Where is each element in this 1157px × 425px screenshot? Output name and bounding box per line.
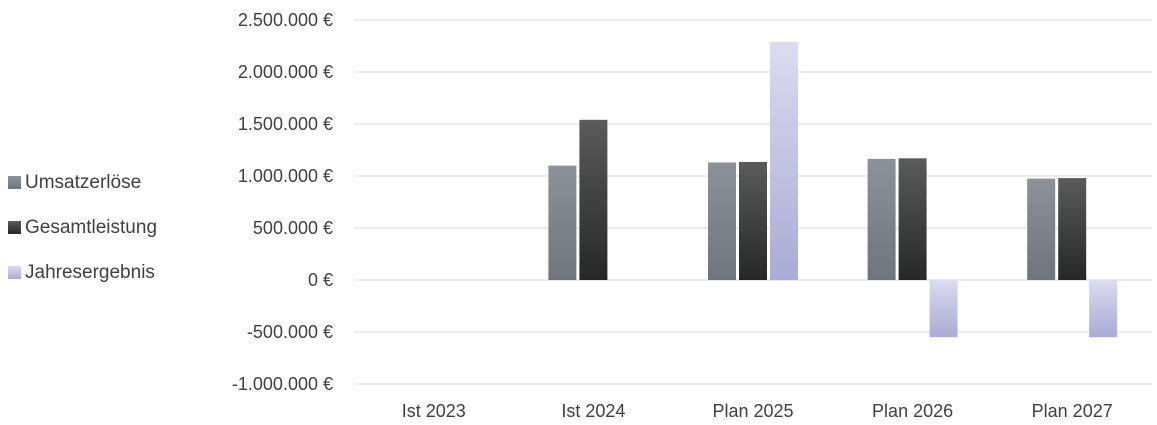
legend-item-gesamtleistung: Gesamtleistung (8, 205, 157, 250)
legend: Umsatzerlöse Gesamtleistung Jahresergebn… (8, 160, 157, 295)
y-tick-label: -1.000.000 € (232, 374, 333, 394)
y-tick-label: 0 € (308, 270, 333, 290)
legend-swatch-gesamtleistung (8, 221, 21, 234)
y-tick-label: 1.000.000 € (238, 166, 333, 186)
bar (898, 158, 927, 280)
y-tick-label: 2.500.000 € (238, 10, 333, 30)
legend-label-gesamtleistung: Gesamtleistung (25, 216, 158, 238)
x-tick-label: Plan 2027 (1032, 401, 1113, 421)
bar (548, 165, 577, 280)
x-tick-label: Plan 2026 (872, 401, 953, 421)
legend-swatch-umsatzerloese (8, 176, 21, 189)
legend-item-jahresergebnis: Jahresergebnis (8, 250, 157, 295)
x-tick-label: Plan 2025 (712, 401, 793, 421)
bar (579, 119, 608, 280)
axis-labels: 2.500.000 € 2.000.000 € 1.500.000 € 1.000.0… (232, 10, 1113, 421)
x-tick-label: Ist 2023 (402, 401, 466, 421)
bar (867, 158, 896, 280)
legend-item-umsatzerloese: Umsatzerlöse (8, 160, 157, 205)
bar (929, 280, 958, 338)
x-tick-label: Ist 2024 (561, 401, 625, 421)
y-tick-label: 2.000.000 € (238, 62, 333, 82)
legend-label-jahresergebnis: Jahresergebnis (25, 261, 155, 283)
legend-swatch-jahresergebnis (8, 266, 21, 279)
bar (708, 162, 736, 280)
y-tick-label: 500.000 € (253, 218, 333, 238)
y-tick-label: 1.500.000 € (238, 114, 333, 134)
bar (739, 161, 767, 280)
bar (770, 41, 798, 281)
bar (1058, 178, 1087, 280)
y-tick-label: -500.000 € (247, 322, 333, 342)
legend-label-umsatzerloese: Umsatzerlöse (25, 171, 142, 193)
bar (1027, 178, 1056, 280)
bars (548, 41, 1118, 338)
bar (1089, 280, 1118, 338)
